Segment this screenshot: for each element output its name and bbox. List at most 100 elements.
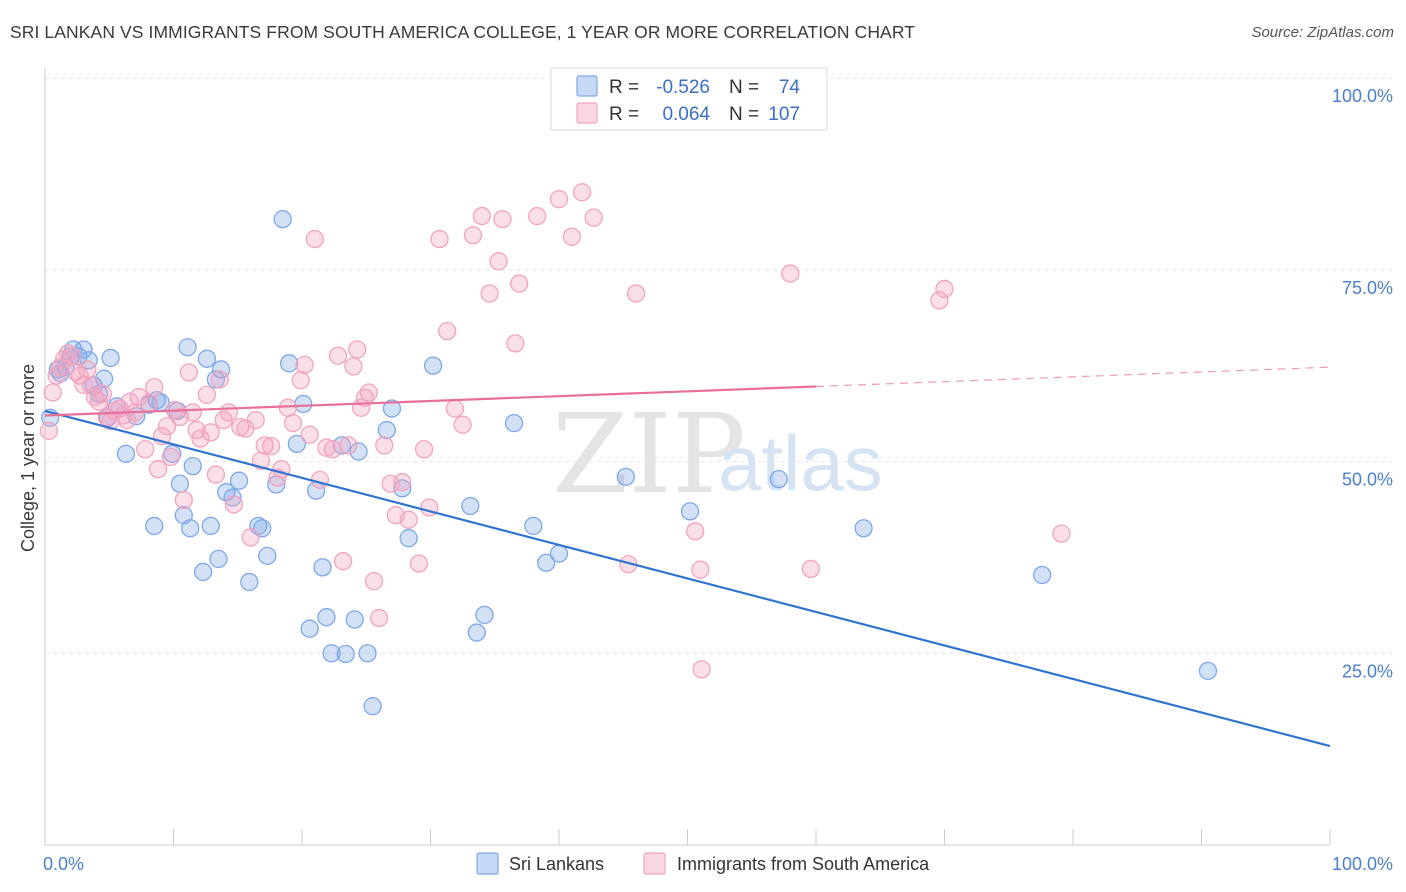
scatter-point bbox=[584, 208, 603, 227]
scatter-point bbox=[78, 360, 97, 379]
scatter-point bbox=[399, 529, 418, 548]
chart-title: SRI LANKAN VS IMMIGRANTS FROM SOUTH AMER… bbox=[10, 22, 916, 42]
scatter-point bbox=[510, 274, 529, 293]
scatter-point bbox=[291, 371, 310, 390]
scatter-point bbox=[246, 410, 265, 430]
scatter-point bbox=[489, 252, 508, 271]
scatter-point bbox=[310, 470, 330, 490]
scatter-point bbox=[377, 420, 396, 440]
trend-line-immigrants-extrapolated bbox=[815, 366, 1331, 388]
scatter-point bbox=[528, 206, 547, 226]
scatter-point bbox=[935, 279, 954, 299]
scatter-point bbox=[438, 321, 457, 341]
scatter-point bbox=[364, 572, 384, 591]
legend-n-value-2: 107 bbox=[768, 104, 800, 125]
trend-line-sri-lankans bbox=[44, 409, 1331, 748]
scatter-point bbox=[181, 519, 200, 538]
legend-n-label-2: N = bbox=[729, 104, 759, 125]
scatter-point bbox=[300, 619, 319, 638]
scatter-point bbox=[313, 558, 332, 577]
scatter-point bbox=[1198, 661, 1218, 681]
scatter-point bbox=[399, 510, 418, 529]
source-credit: Source: ZipAtlas.com bbox=[1251, 24, 1394, 41]
legend-n-value-1: 74 bbox=[779, 77, 801, 98]
series-legend: Sri Lankans Immigrants from South Americ… bbox=[476, 852, 930, 875]
scatter-point bbox=[781, 264, 800, 283]
scatter-point bbox=[686, 522, 705, 541]
scatter-point bbox=[206, 465, 226, 484]
scatter-point bbox=[467, 623, 486, 642]
scatter-point bbox=[524, 516, 543, 536]
scatter-point bbox=[333, 552, 353, 571]
scatter-point bbox=[136, 440, 155, 459]
scatter-point bbox=[273, 209, 292, 229]
scatter-point bbox=[572, 183, 592, 202]
scatter-point bbox=[339, 436, 358, 455]
legend-swatch-sri-lankans bbox=[576, 75, 598, 97]
scatter-point bbox=[148, 460, 168, 479]
scatter-point bbox=[480, 284, 499, 303]
scatter-point bbox=[506, 334, 525, 353]
scatter-point bbox=[363, 697, 382, 716]
correlation-legend: R = -0.526 N = 74 R = 0.064 N = 107 bbox=[550, 67, 828, 131]
scatter-point bbox=[74, 375, 93, 394]
scatter-point bbox=[183, 456, 202, 476]
legend-r-label-1: R = bbox=[609, 77, 639, 98]
watermark-zip: ZIP bbox=[552, 390, 746, 518]
bottom-legend-immigrants: Immigrants from South America bbox=[677, 854, 930, 874]
scatter-point bbox=[461, 496, 480, 516]
scatter-point bbox=[344, 357, 363, 376]
scatter-point bbox=[157, 417, 177, 436]
scatter-point bbox=[174, 490, 193, 510]
scatter-point bbox=[332, 436, 351, 455]
scatter-point bbox=[139, 394, 159, 413]
scatter-point bbox=[305, 229, 325, 249]
scatter-point bbox=[191, 429, 210, 448]
scatter-point bbox=[345, 610, 364, 629]
scatter-point bbox=[322, 644, 341, 663]
scatter-point bbox=[348, 340, 367, 359]
trend-lines bbox=[44, 366, 1331, 748]
scatter-point bbox=[382, 399, 402, 418]
scatter-point bbox=[279, 354, 299, 373]
legend-r-label-2: R = bbox=[609, 104, 639, 125]
scatter-point bbox=[358, 644, 377, 663]
scatter-point bbox=[680, 502, 700, 521]
scatter-point bbox=[170, 474, 190, 493]
scatter-point bbox=[262, 437, 281, 456]
scatter-point bbox=[349, 442, 368, 461]
scatter-point bbox=[223, 488, 242, 507]
scatter-point bbox=[930, 291, 949, 310]
scatter-point bbox=[206, 370, 226, 389]
x-tick-labels: 0.0% 100.0% bbox=[43, 854, 1393, 874]
scatter-point bbox=[183, 403, 202, 422]
scatter-point bbox=[504, 413, 524, 433]
scatter-point bbox=[116, 444, 136, 463]
y-tick-labels: 25.0% 50.0% 75.0% 100.0% bbox=[1332, 86, 1393, 681]
scatter-point bbox=[691, 560, 710, 579]
bottom-legend-swatch-immigrants bbox=[643, 852, 666, 875]
scatter-point bbox=[414, 440, 434, 459]
gridlines bbox=[45, 77, 1392, 654]
y-tick-label: 100.0% bbox=[1332, 86, 1393, 106]
scatter-point bbox=[475, 605, 494, 625]
scatter-point bbox=[193, 562, 213, 582]
scatter-point bbox=[769, 469, 788, 489]
scatter-point bbox=[616, 467, 635, 486]
scatter-point bbox=[197, 385, 217, 404]
scatter-point bbox=[336, 644, 355, 664]
scatter-point bbox=[161, 447, 181, 467]
scatter-point bbox=[283, 413, 303, 433]
scatter-point bbox=[294, 394, 313, 414]
legend-n-label-1: N = bbox=[729, 77, 759, 98]
scatter-point bbox=[472, 206, 492, 226]
scatter-point bbox=[317, 608, 336, 627]
scatter-point bbox=[145, 377, 164, 397]
scatter-point bbox=[39, 421, 59, 440]
scatter-point bbox=[179, 363, 199, 382]
scatter-point bbox=[1052, 524, 1071, 543]
watermark: ZIP atlas bbox=[552, 390, 883, 518]
y-tick-label: 50.0% bbox=[1342, 470, 1393, 490]
scatter-point bbox=[278, 398, 298, 417]
